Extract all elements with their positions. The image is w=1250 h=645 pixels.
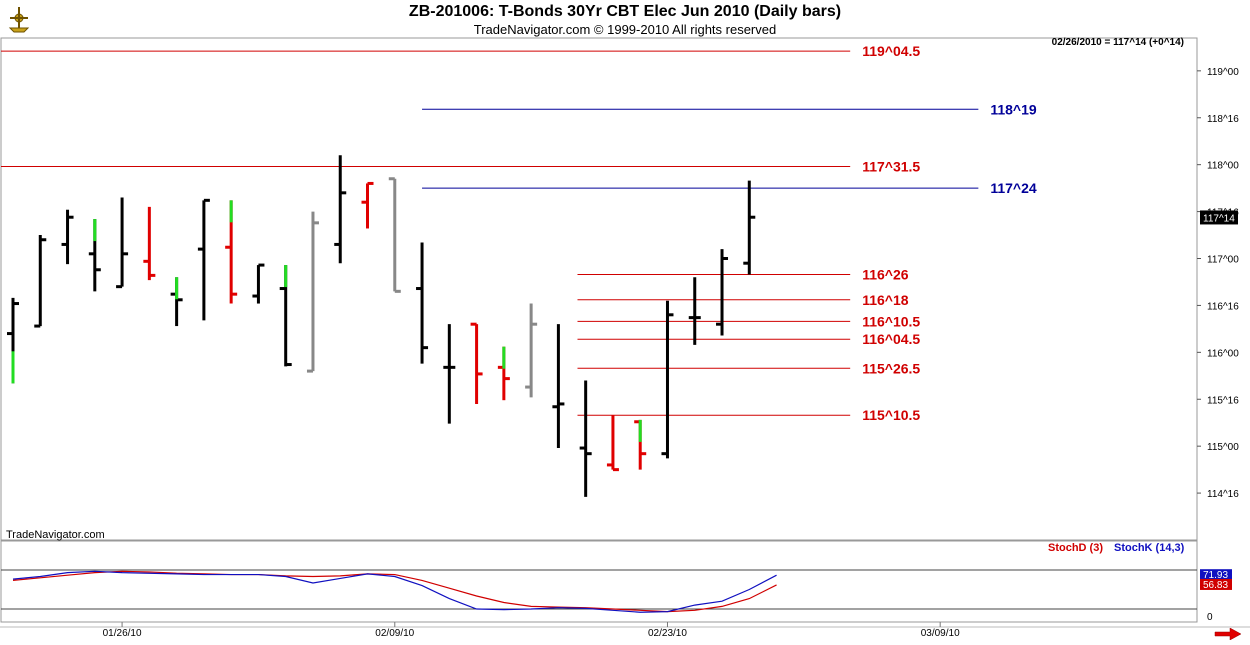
app-logo-icon[interactable] — [4, 4, 34, 34]
last-price-tag — [1200, 210, 1238, 225]
level-label: 117^24 — [990, 180, 1037, 196]
level-label: 119^04.5 — [862, 43, 920, 59]
price-tick-label: 117^00 — [1207, 255, 1239, 266]
chart-title: ZB-201006: T-Bonds 30Yr CBT Elec Jun 201… — [408, 3, 842, 20]
level-label: 116^26 — [862, 266, 909, 282]
level-label: 116^10.5 — [862, 313, 920, 329]
stochd-legend: StochD (3) — [1048, 542, 1103, 554]
stochd-line — [12, 570, 777, 613]
stochk-last-label: 71.93 — [1203, 570, 1228, 581]
stochd-last-label: 56.83 — [1203, 580, 1228, 591]
level-label: 115^10.5 — [862, 407, 920, 423]
date-tick-label: 02/09/10 — [375, 628, 414, 639]
stochk-last-tag — [1200, 569, 1232, 581]
stochk-legend: StochK (14,3) — [1114, 542, 1185, 554]
price-panel — [0, 37, 1198, 541]
stoch-panel — [0, 540, 1198, 623]
last-price-status: 02/26/2010 = 117^14 (+0^14) — [1051, 37, 1184, 48]
price-tick-label: 119^00 — [1207, 67, 1239, 78]
level-label: 116^18 — [862, 292, 909, 308]
level-label: 117^31.5 — [862, 159, 920, 175]
scroll-right-arrow-icon[interactable] — [1214, 627, 1242, 641]
level-label: 118^19 — [990, 101, 1037, 117]
date-tick-label: 02/23/10 — [648, 628, 687, 639]
watermark: TradeNavigator.com — [6, 529, 105, 541]
price-tick-label: 116^00 — [1207, 348, 1239, 359]
stochk-line — [12, 570, 777, 613]
level-label: 116^04.5 — [862, 331, 920, 347]
date-tick-label: 03/09/10 — [921, 628, 960, 639]
last-price-label: 117^14 — [1203, 213, 1235, 224]
price-tick-label: 118^00 — [1207, 161, 1239, 172]
price-tick-label: 115^16 — [1207, 395, 1239, 406]
price-tick-label: 115^00 — [1207, 442, 1239, 453]
price-tick-label: 118^16 — [1207, 114, 1239, 125]
stochd-last-tag — [1200, 578, 1232, 590]
price-tick-label: 114^16 — [1207, 489, 1239, 500]
price-tick-label: 116^16 — [1207, 301, 1239, 312]
date-tick-label: 01/26/10 — [103, 628, 142, 639]
chart-subtitle: TradeNavigator.com © 1999-2010 All right… — [473, 22, 777, 37]
stoch-zero-label: 0 — [1207, 612, 1213, 623]
level-label: 115^26.5 — [862, 360, 920, 376]
